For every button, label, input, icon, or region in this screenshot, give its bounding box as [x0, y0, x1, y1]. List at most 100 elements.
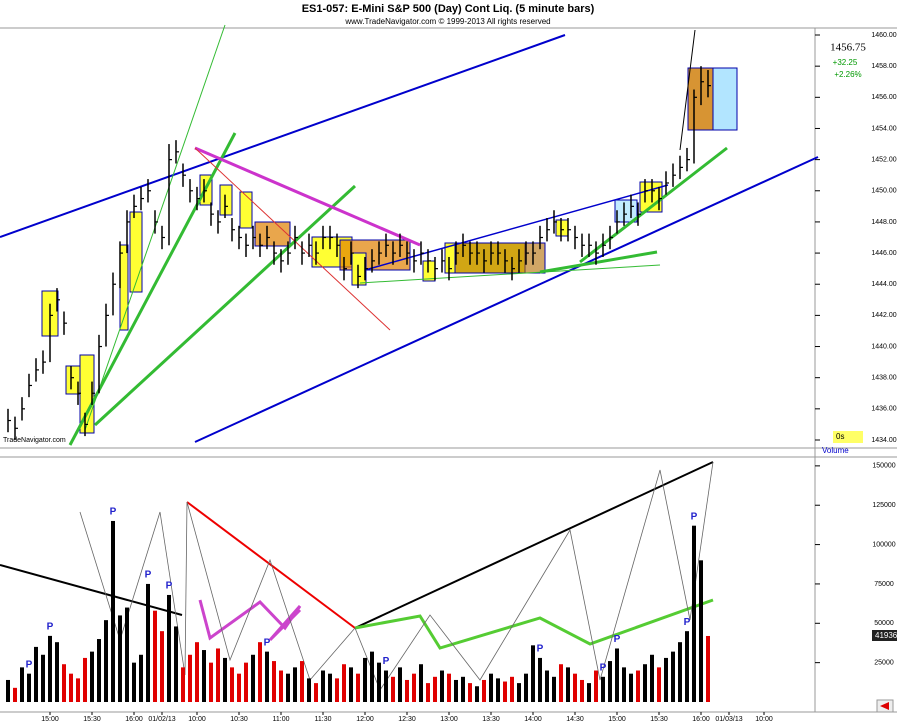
- chart-title: ES1-057: E-Mini S&P 500 (Day) Cont Liq. …: [302, 3, 595, 15]
- volume-bar: [237, 673, 241, 702]
- volume-bar: [251, 654, 255, 702]
- trend-line: [93, 184, 357, 427]
- volume-bar: [384, 670, 388, 702]
- trend-line: [359, 264, 661, 284]
- volume-bar: [55, 642, 59, 702]
- trend-line: [679, 29, 696, 151]
- x-tick-label: 01/02/13: [148, 716, 175, 723]
- trend-line: [539, 250, 658, 274]
- volume-bar: [552, 676, 556, 702]
- zigzag: [79, 461, 714, 691]
- volume-bar: [230, 667, 234, 702]
- trend-line: [364, 184, 669, 271]
- volume-bar: [636, 670, 640, 702]
- volume-bar: [223, 657, 227, 702]
- volume-bar: [643, 664, 647, 702]
- volume-bar: [41, 654, 45, 702]
- volume-bar: [580, 679, 584, 702]
- y-tick-label: 1454.00: [871, 125, 896, 132]
- volume-bar: [594, 670, 598, 702]
- volume-bar: [405, 679, 409, 702]
- volume-bar: [202, 650, 206, 702]
- y-tick-label: 1452.00: [871, 156, 896, 163]
- volume-bar: [293, 667, 297, 702]
- volume-bar: [370, 651, 374, 702]
- volume-bar: [307, 678, 311, 702]
- volume-bar: [27, 673, 31, 702]
- trend-line: [194, 146, 421, 247]
- volume-bar: [125, 607, 129, 702]
- chart-subtitle: www.TradeNavigator.com © 1999-2013 All r…: [344, 17, 550, 26]
- volume-bar: [90, 651, 94, 702]
- volume-bar: [286, 673, 290, 702]
- volume-bar: [468, 683, 472, 702]
- pivot-label: P: [684, 617, 691, 628]
- x-tick-label: 11:00: [273, 716, 290, 723]
- volume-bar: [328, 673, 332, 702]
- volume-bar: [650, 654, 654, 702]
- volume-bar: [524, 673, 528, 702]
- volume-bar: [139, 654, 143, 702]
- volume-bar: [489, 673, 493, 702]
- volume-bar: [587, 683, 591, 702]
- volume-bar: [657, 667, 661, 702]
- y-tick-label: 125000: [872, 502, 895, 509]
- y-tick-label: 1448.00: [871, 219, 896, 226]
- volume-bar: [496, 678, 500, 702]
- volume-bar: [335, 678, 339, 702]
- change-pct: +2.26%: [834, 70, 861, 79]
- volume-bar: [398, 667, 402, 702]
- timer-box: [833, 431, 863, 443]
- y-tick-label: 1460.00: [871, 32, 896, 39]
- volume-bar: [265, 651, 269, 702]
- y-tick-label: 1456.00: [871, 94, 896, 101]
- volume-bar: [76, 678, 80, 702]
- volume-bar: [118, 615, 122, 702]
- x-tick-label: 10:00: [188, 716, 206, 723]
- x-tick-label: 12:30: [398, 716, 416, 723]
- volume-bar: [300, 661, 304, 702]
- x-tick-label: 11:30: [315, 716, 332, 723]
- trend-line: [194, 147, 391, 331]
- volume-bar: [671, 651, 675, 702]
- volume-bar: [83, 657, 87, 702]
- volume-bar: [314, 683, 318, 702]
- trend-line: [579, 146, 728, 264]
- x-tick-label: 12:00: [356, 716, 374, 723]
- volume-bar: [146, 583, 150, 702]
- volume-bar: [209, 662, 213, 702]
- volume-label: Volume: [822, 446, 849, 455]
- volume-bar: [678, 642, 682, 702]
- box: [422, 260, 436, 282]
- volume-bar: [510, 676, 514, 702]
- x-tick-label: 01/03/13: [715, 716, 742, 723]
- y-tick-label: 1444.00: [871, 281, 896, 288]
- box: [351, 252, 367, 286]
- volume-bar: [601, 676, 605, 702]
- y-tick-label: 1438.00: [871, 375, 896, 382]
- volume-bar: [6, 679, 10, 702]
- pivot-label: P: [600, 662, 607, 673]
- x-tick-label: 15:30: [83, 716, 101, 723]
- box: [555, 219, 569, 237]
- volume-bar: [622, 667, 626, 702]
- pivot-label: P: [145, 570, 152, 581]
- last-volume-box: [872, 630, 897, 641]
- volume-bar: [174, 626, 178, 702]
- pivot-label: P: [47, 622, 54, 633]
- y-tick-label: 1434.00: [871, 437, 896, 444]
- trend-line: [0, 34, 566, 238]
- box: [219, 184, 233, 216]
- volume-bar: [447, 673, 451, 702]
- pivot-label: P: [26, 659, 33, 670]
- volume-bar: [349, 667, 353, 702]
- zigzag: [354, 461, 714, 629]
- volume-bar: [426, 683, 430, 702]
- volume-bar: [538, 657, 542, 702]
- volume-bar: [615, 648, 619, 702]
- volume-bar: [111, 520, 115, 702]
- volume-bar: [97, 639, 101, 702]
- x-tick-label: 10:00: [755, 716, 773, 723]
